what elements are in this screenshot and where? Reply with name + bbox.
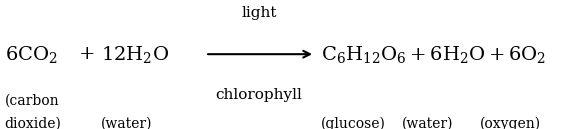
Text: $\mathdefault{C_6H_{12}O_6 + 6H_2O + 6O_2}$: $\mathdefault{C_6H_{12}O_6 + 6H_2O + 6O_… [321, 44, 546, 65]
Text: $\mathdefault{6CO_2}$: $\mathdefault{6CO_2}$ [5, 44, 57, 65]
Text: (glucose): (glucose) [321, 117, 386, 129]
Text: (oxygen): (oxygen) [480, 117, 541, 129]
Text: light: light [241, 6, 277, 20]
Text: (carbon: (carbon [5, 94, 60, 108]
Text: (water): (water) [402, 117, 453, 129]
Text: chlorophyll: chlorophyll [216, 88, 302, 102]
Text: (water): (water) [101, 117, 153, 129]
Text: $\mathdefault{12H_2O}$: $\mathdefault{12H_2O}$ [101, 44, 169, 65]
Text: $\mathdefault{+}$: $\mathdefault{+}$ [78, 45, 94, 63]
Text: dioxide): dioxide) [5, 117, 61, 129]
